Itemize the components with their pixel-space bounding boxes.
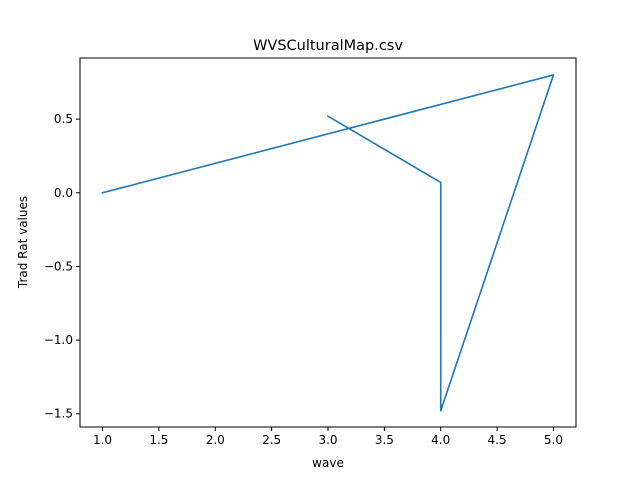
y-tick-label: 0.0 [54, 186, 73, 200]
plot-area [101, 74, 555, 412]
x-tick-label: 3.0 [318, 433, 337, 447]
y-tick-label: −0.5 [44, 259, 73, 273]
x-tick-label: 1.0 [93, 433, 112, 447]
x-axis-title: wave [312, 456, 344, 470]
x-tick-label: 1.5 [149, 433, 168, 447]
y-tick-label: 0.5 [54, 112, 73, 126]
y-tick-label: −1.0 [44, 333, 73, 347]
chart-title: WVSCulturalMap.csv [253, 38, 403, 54]
x-axis: 1.0 1.5 2.0 2.5 3.0 3.5 4.0 4.5 5.0 [93, 427, 563, 447]
series-line [101, 74, 555, 412]
x-tick-label: 5.0 [544, 433, 563, 447]
y-tick-label: −1.5 [44, 407, 73, 421]
x-tick-label: 3.5 [375, 433, 394, 447]
x-tick-label: 2.5 [262, 433, 281, 447]
y-axis-title: Trad Rat values [16, 196, 30, 289]
x-tick-label: 2.0 [206, 433, 225, 447]
x-tick-label: 4.5 [488, 433, 507, 447]
y-axis: 0.5 0.0 −0.5 −1.0 −1.5 [44, 112, 80, 421]
x-tick-label: 4.0 [431, 433, 450, 447]
